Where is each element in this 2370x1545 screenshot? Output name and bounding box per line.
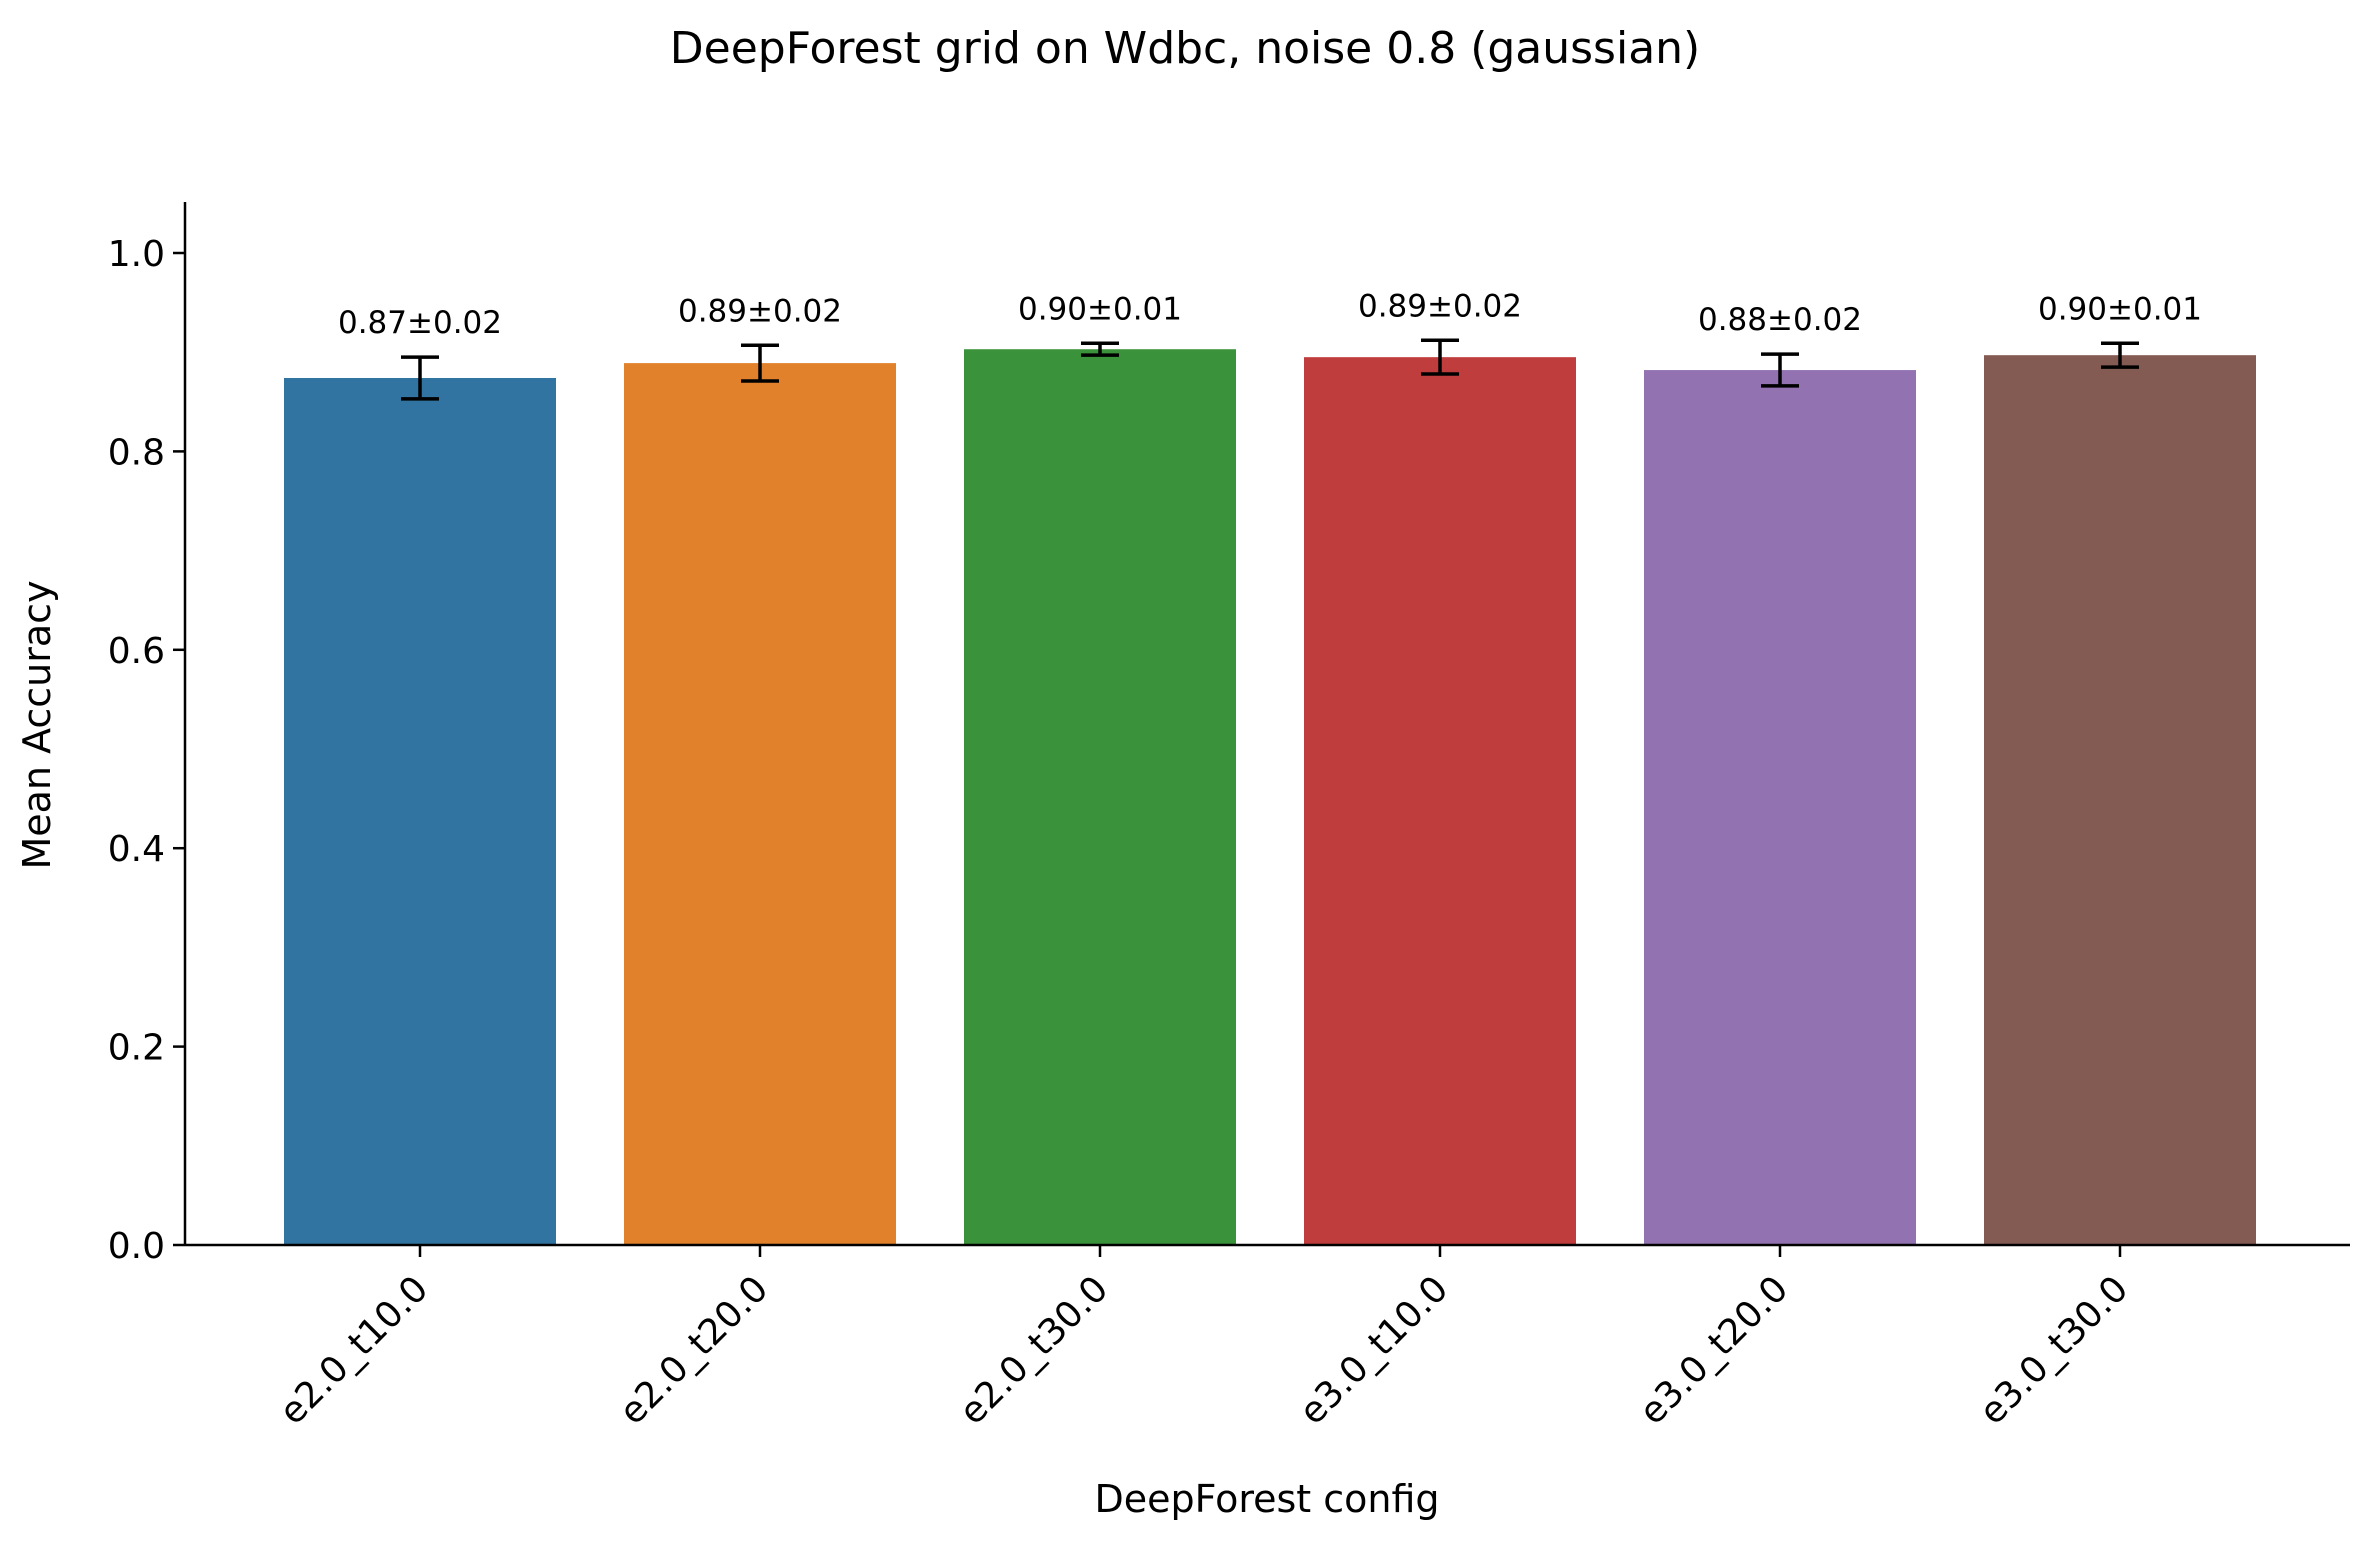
bar-e2.0_t30.0: [964, 349, 1236, 1245]
y-tick-label: 0.2: [108, 1028, 165, 1069]
data-label-e3.0_t20.0: 0.88±0.02: [1698, 302, 1862, 338]
data-label-e2.0_t10.0: 0.87±0.02: [338, 305, 502, 341]
y-tick-label: 0.8: [108, 432, 165, 473]
x-tick-label-e3.0_t20.0: e3.0_t20.0: [1632, 1268, 1797, 1433]
x-tick-label-e3.0_t30.0: e3.0_t30.0: [1972, 1268, 2137, 1433]
x-tick-label-e2.0_t30.0: e2.0_t30.0: [952, 1268, 1117, 1433]
chart-title: DeepForest grid on Wdbc, noise 0.8 (gaus…: [670, 23, 1700, 74]
bar-e2.0_t20.0: [624, 363, 896, 1245]
bar-e3.0_t10.0: [1304, 357, 1576, 1245]
y-tick-label: 0.4: [108, 829, 165, 870]
error-bar-e2.0_t20.0: [741, 343, 779, 383]
y-tick-label: 0.0: [108, 1226, 165, 1267]
bar-e3.0_t20.0: [1644, 370, 1916, 1245]
x-axis-label: DeepForest config: [1094, 1477, 1439, 1521]
y-tick-label: 1.0: [108, 234, 165, 275]
x-tick-label-e2.0_t10.0: e2.0_t10.0: [272, 1268, 437, 1433]
bar-e2.0_t10.0: [284, 377, 556, 1245]
data-label-e3.0_t10.0: 0.89±0.02: [1358, 288, 1522, 324]
error-bar-e3.0_t30.0: [2101, 341, 2139, 369]
y-tick-label: 0.6: [108, 631, 165, 672]
error-bar-e3.0_t10.0: [1421, 338, 1459, 376]
data-label-e3.0_t30.0: 0.90±0.01: [2038, 291, 2202, 327]
error-bar-e2.0_t10.0: [401, 355, 439, 401]
bar-e3.0_t30.0: [1984, 355, 2256, 1245]
error-bar-e3.0_t20.0: [1761, 352, 1799, 388]
y-axis-label: Mean Accuracy: [15, 580, 59, 869]
x-tick-label-e2.0_t20.0: e2.0_t20.0: [612, 1268, 777, 1433]
data-label-e2.0_t20.0: 0.89±0.02: [678, 293, 842, 329]
x-tick-label-e3.0_t10.0: e3.0_t10.0: [1292, 1268, 1457, 1433]
data-label-e2.0_t30.0: 0.90±0.01: [1018, 291, 1182, 327]
y-axis-ticks: 0.0 0.2 0.4 0.6 0.8 1.0: [108, 234, 185, 1267]
plot-area: 0.87±0.02 0.89±0.02 0.90±0.01 0.89±0.02 0.88…: [284, 288, 2256, 1245]
x-axis-ticks: e2.0_t10.0 e2.0_t20.0 e2.0_t30.0 e3.0_t10.0…: [272, 1245, 2137, 1433]
error-bar-e2.0_t30.0: [1081, 341, 1119, 357]
